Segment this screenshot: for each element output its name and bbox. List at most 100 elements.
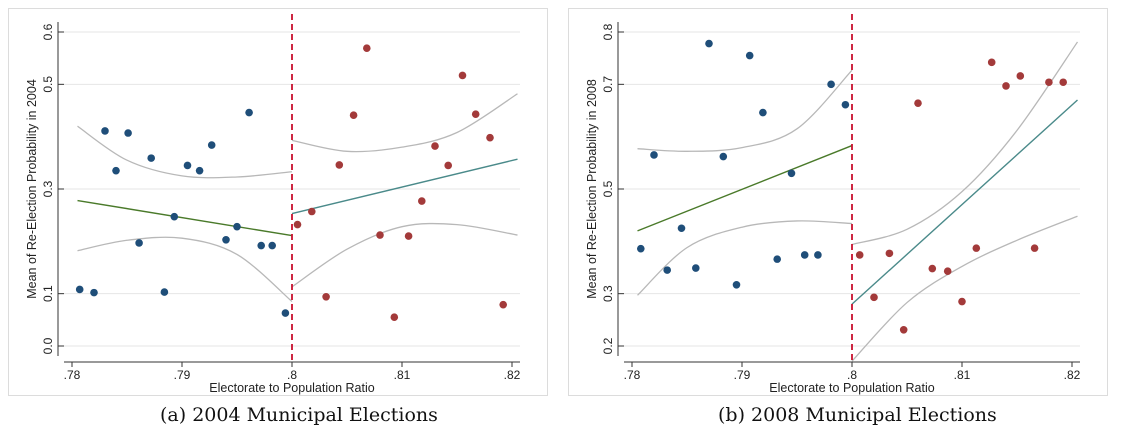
right-data-point [943,267,952,275]
left-data-point [281,309,290,317]
x-tick-label: .8 [847,368,857,382]
right-data-point [349,111,358,120]
left-data-point [257,241,265,250]
left-data-point [705,39,713,48]
left-data-point [147,154,155,162]
left-data-point [745,51,754,60]
y-tick-label: 0.1 [41,285,55,302]
caption-a-tag: (a) [160,404,187,426]
y-tick-label: 0.8 [601,23,615,40]
right-data-point [486,133,494,142]
y-tick-label: 0.5 [41,76,55,93]
right-data-point [363,44,371,53]
left-data-point [90,288,98,297]
x-tick-label: .82 [504,368,521,382]
left-data-point [233,222,241,231]
right-data-point [404,232,413,240]
right-fit-line [291,158,518,215]
y-tick-label: 0.3 [41,180,55,197]
right-data-point [987,58,996,67]
left-ci-lower-curve [77,236,293,303]
left-data-point [268,241,277,250]
caption-b: (b) 2008 Municipal Elections [718,404,997,426]
x-tick-label: .78 [624,368,641,382]
left-data-point [800,251,809,259]
x-tick-label: .79 [734,368,751,382]
right-data-point [431,142,439,150]
x-tick-label: .81 [954,368,971,382]
caption-a: (a) 2004 Municipal Elections [160,404,438,426]
right-data-point [376,231,384,239]
left-data-point [245,108,253,117]
right-data-point [444,161,453,170]
left-data-point [692,264,700,272]
left-fit-line [77,199,293,237]
right-data-point [1002,82,1010,90]
y-axis-label: Mean of Re-Election Probability in 2008 [585,79,599,299]
right-data-point [972,244,981,252]
x-tick-label: .78 [64,368,81,382]
right-data-point [1030,244,1039,252]
y-tick-label: 0.3 [601,285,615,302]
y-tick-label: 0.7 [601,76,615,93]
right-ci-lower-curve [291,222,518,288]
right-data-point [390,313,399,322]
right-fit-line [851,99,1078,305]
right-ci-upper-curve [291,93,518,153]
caption-a-text: 2004 Municipal Elections [192,404,438,426]
left-ci-upper-curve [77,125,293,179]
left-data-point [841,100,850,109]
y-tick-label: 0.0 [41,337,55,354]
left-data-point [195,166,204,175]
right-data-point [293,220,302,229]
left-data-point [759,108,767,117]
right-data-point [899,325,908,334]
left-data-point [677,224,686,233]
left-data-point [827,80,835,89]
right-data-point [928,264,937,273]
left-data-point [814,251,822,259]
y-tick-label: 0.2 [601,337,615,354]
right-data-point [322,293,330,301]
x-axis-label: Electorate to Population Ratio [769,381,934,395]
y-tick-label: 0.6 [41,23,55,40]
right-data-point [1045,78,1053,87]
chart-panel-b: 0.2 0.3 0.5 0.7 0.8 .78 .79 .8 .81 .82 Electorate … [568,8,1108,396]
left-data-point [222,235,230,244]
right-data-point [1059,78,1067,87]
right-ci-lower-curve [851,215,1078,362]
x-tick-label: .79 [174,368,191,382]
y-tick-label: 0.5 [601,180,615,197]
right-data-point [870,293,878,302]
right-data-point [458,71,467,80]
right-data-point [308,207,316,216]
left-data-point [732,280,741,289]
scatter-chart-2008: 0.2 0.3 0.5 0.7 0.8 .78 .79 .8 .81 .82 Electorate … [568,8,1108,396]
left-data-point [183,161,192,170]
right-data-point [914,99,922,107]
caption-b-text: 2008 Municipal Elections [751,404,997,426]
left-data-point [75,285,84,294]
x-tick-label: .81 [394,368,411,382]
left-data-point [650,151,658,159]
right-data-point [499,300,508,309]
right-ci-upper-curve [851,41,1079,246]
left-data-point [112,166,120,175]
y-axis-label: Mean of Re-Election Probability in 2004 [25,79,39,299]
chart-panel-a: 0.0 0.1 0.3 0.5 0.6 .78 .79 .8 .81 .82 Electorate … [8,8,548,396]
left-fit-line [637,144,853,232]
left-data-point [170,212,179,221]
right-data-point [471,110,480,118]
right-data-point [958,297,966,306]
left-data-point [135,239,143,247]
right-data-point [418,197,426,205]
right-data-point [1016,72,1025,80]
left-data-point [160,288,169,296]
left-data-point [124,129,132,137]
right-data-point [885,249,894,258]
caption-b-tag: (b) [718,404,745,426]
left-data-point [101,127,109,135]
left-data-point [787,169,796,178]
left-data-point [207,141,216,149]
scatter-chart-2004: 0.0 0.1 0.3 0.5 0.6 .78 .79 .8 .81 .82 Electorate … [8,8,548,396]
